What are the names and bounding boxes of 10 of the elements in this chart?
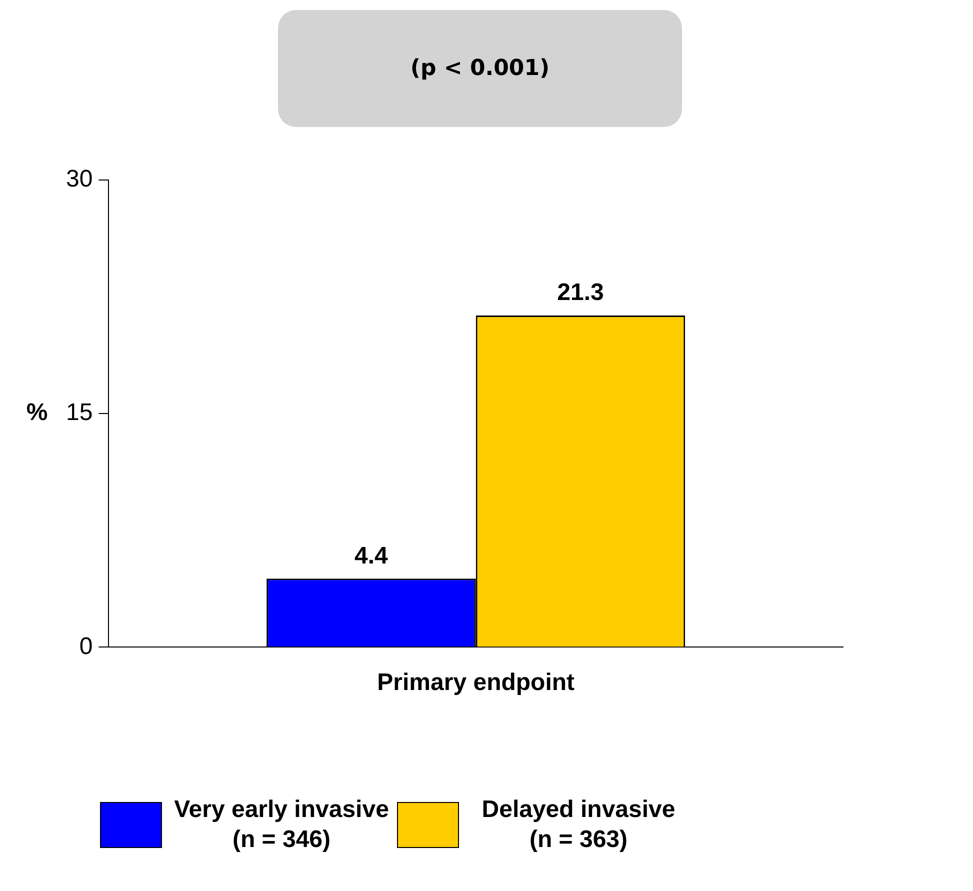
chart-title: (p < 0.001): [278, 10, 682, 127]
legend-label: Very early invasive (n = 346): [174, 795, 389, 855]
data-label: 21.3: [557, 279, 604, 306]
y-tick-label: 30: [66, 166, 93, 193]
y-tick-label: 0: [79, 632, 93, 660]
y-axis-title: %: [26, 399, 48, 426]
y-tick-label: 15: [66, 399, 93, 426]
data-label: 4.4: [354, 542, 389, 570]
legend-label: Delayed invasive (n = 363): [480, 795, 676, 855]
x-tick-label: Primary endpoint: [377, 669, 575, 696]
